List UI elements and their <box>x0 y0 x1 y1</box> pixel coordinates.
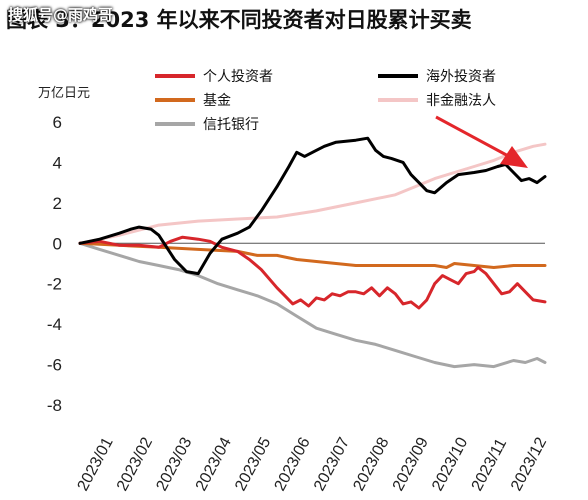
legend-label: 个人投资者 <box>203 69 273 85</box>
x-tick-label: 2023/12 <box>508 435 550 494</box>
y-tick-label: 4 <box>53 153 62 172</box>
x-tick-label: 2023/11 <box>469 436 511 494</box>
legend-label: 信托银行 <box>203 117 259 133</box>
x-tick-label: 2023/10 <box>429 435 471 494</box>
y-tick-label: -6 <box>47 356 62 375</box>
x-tick-label: 2023/06 <box>272 435 314 494</box>
x-tick-label: 2023/05 <box>232 435 274 494</box>
x-tick-label: 2023/07 <box>311 435 353 494</box>
series-line <box>78 142 547 245</box>
legend-label: 基金 <box>203 92 231 109</box>
x-tick-label: 2023/02 <box>114 435 156 494</box>
x-tick-label: 2023/04 <box>193 435 235 494</box>
annotation-arrow-head <box>500 146 528 168</box>
x-axis: 2023/012023/022023/032023/042023/052023/… <box>75 435 551 494</box>
series-line <box>78 241 547 369</box>
watermark: 搜狐号@雨鸡哥 <box>8 6 114 24</box>
y-tick-label: -2 <box>47 275 62 294</box>
chart-title: 图表 3：2023 年以来不同投资者对日股累计买卖 <box>0 0 588 40</box>
y-tick-label: -8 <box>47 396 62 415</box>
series-line <box>78 241 547 269</box>
series-group <box>78 136 547 369</box>
y-tick-label: 0 <box>53 234 62 253</box>
annotation-arrow-shaft <box>435 115 513 160</box>
x-tick-label: 2023/09 <box>390 435 432 494</box>
x-tick-label: 2023/03 <box>153 435 195 494</box>
series-line <box>78 136 547 276</box>
y-axis: 6 4 2 0 -2 -4 -6 -8 <box>47 113 545 415</box>
annotation <box>435 115 528 168</box>
series-line <box>78 235 547 310</box>
x-tick-label: 2023/01 <box>75 435 117 494</box>
legend-label: 海外投资者 <box>426 69 496 85</box>
legend-label: 非金融法人 <box>426 93 496 109</box>
x-tick-label: 2023/08 <box>350 435 392 494</box>
y-axis-unit: 万亿日元 <box>38 86 91 101</box>
y-tick-label: 6 <box>53 113 62 132</box>
chart-title-text: 图表 3：2023 年以来不同投资者对日股累计买卖 <box>6 8 472 32</box>
y-tick-label: -4 <box>47 315 62 334</box>
y-tick-label: 2 <box>53 194 62 213</box>
